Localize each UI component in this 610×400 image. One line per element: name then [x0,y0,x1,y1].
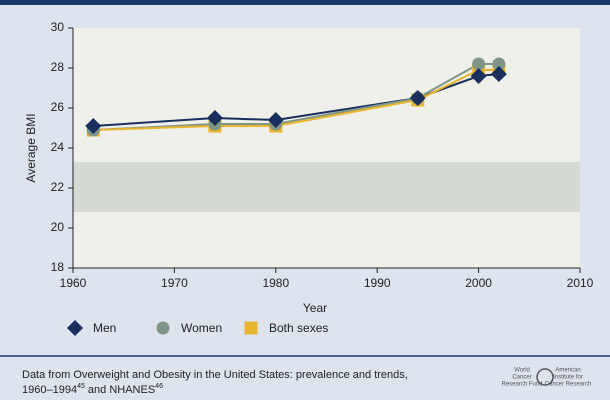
x-axis-label: Year [303,301,327,315]
legend-label: Men [93,321,116,335]
shaded-band [73,162,580,212]
logo-text: Research Fund [501,382,542,388]
source-part: 1960–1994 [22,384,77,396]
logo-text: Institute for [553,375,583,381]
x-tick-label: 2000 [465,276,492,290]
source: 1960–199445 and NHANES46 [22,383,163,396]
x-tick-label: 1990 [364,276,391,290]
legend-marker [156,321,170,335]
logo-text: American [555,368,580,374]
marker [267,112,284,128]
logo-icon [536,368,554,386]
marker [206,110,223,126]
logo-text: Cancer [512,375,531,381]
source: Data from Overweight and Obesity in the … [22,369,408,381]
marker [409,90,426,106]
x-tick-label: 2010 [567,276,594,290]
y-tick-label: 24 [51,140,65,154]
y-tick-label: 26 [51,100,65,114]
legend-marker [244,321,258,335]
logo-text: Cancer Research [545,382,592,388]
legend-label: Women [181,321,222,335]
source-part: and NHANES [85,384,155,396]
y-axis-label: Average BMI [24,113,38,182]
marker [490,66,507,82]
top-bar [0,0,610,5]
marker [472,57,486,71]
y-tick-label: 30 [51,20,65,34]
y-tick-label: 18 [51,260,65,274]
x-tick-label: 1980 [262,276,289,290]
y-tick-label: 22 [51,180,65,194]
marker [492,57,506,71]
logo-text: World [514,368,530,374]
y-tick-label: 20 [51,220,65,234]
x-tick-label: 1960 [60,276,87,290]
legend-label: Both sexes [269,321,328,335]
y-tick-label: 28 [51,60,65,74]
source-superscript: 45 [77,383,85,390]
legend-marker [67,320,83,336]
x-tick-label: 1970 [161,276,188,290]
source-superscript: 46 [155,383,163,390]
marker [470,68,487,84]
marker [85,118,102,134]
